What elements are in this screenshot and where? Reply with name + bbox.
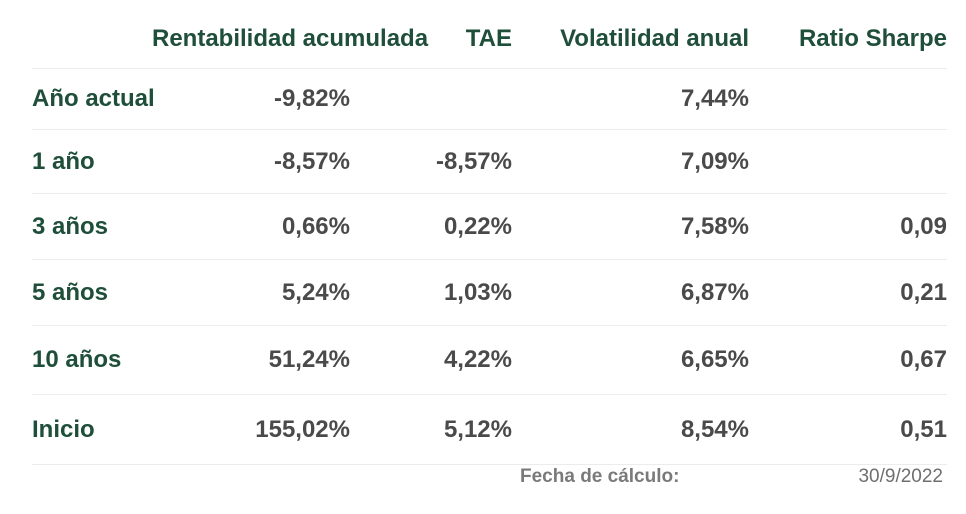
table-header-row: Rentabilidad acumulada TAE Volatilidad a… — [32, 10, 947, 69]
header-ratio-sharpe: Ratio Sharpe — [749, 10, 947, 69]
volatilidad-cell: 6,87% — [512, 259, 749, 326]
rentabilidad-cell: -9,82% — [152, 68, 350, 130]
volatilidad-cell: 7,58% — [512, 193, 749, 260]
row-label: Año actual — [32, 68, 155, 130]
tae-cell — [350, 68, 512, 130]
calculation-date-value: 30/9/2022 — [858, 466, 943, 487]
sharpe-cell: 0,21 — [749, 259, 947, 326]
row-label: Inicio — [32, 394, 152, 465]
tae-cell: 0,22% — [350, 193, 512, 260]
rentabilidad-cell: 155,02% — [152, 394, 350, 465]
row-label: 5 años — [32, 259, 152, 326]
table-row: 1 año -8,57% -8,57% 7,09% — [32, 129, 947, 194]
table-row: 5 años 5,24% 1,03% 6,87% 0,21 — [32, 259, 947, 326]
sharpe-cell — [749, 129, 947, 194]
volatilidad-cell: 8,54% — [512, 394, 749, 465]
row-label: 10 años — [32, 325, 152, 395]
table-row: 10 años 51,24% 4,22% 6,65% 0,67 — [32, 325, 947, 395]
rentabilidad-cell: 51,24% — [152, 325, 350, 395]
table-row: Año actual -9,82% 7,44% — [32, 68, 947, 130]
performance-table: Rentabilidad acumulada TAE Volatilidad a… — [32, 10, 947, 465]
header-volatilidad-anual: Volatilidad anual — [512, 10, 749, 69]
sharpe-cell: 0,67 — [749, 325, 947, 395]
header-blank — [32, 10, 152, 69]
sharpe-cell: 0,51 — [749, 394, 947, 465]
rentabilidad-cell: 5,24% — [152, 259, 350, 326]
calculation-date-footer: Fecha de cálculo: 30/9/2022 — [32, 466, 947, 496]
sharpe-cell: 0,09 — [749, 193, 947, 260]
rentabilidad-cell: -8,57% — [152, 129, 350, 194]
rentabilidad-cell: 0,66% — [152, 193, 350, 260]
row-label: 3 años — [32, 193, 152, 260]
calculation-date-label: Fecha de cálculo: — [520, 466, 680, 487]
row-label: 1 año — [32, 129, 152, 194]
tae-cell: 1,03% — [350, 259, 512, 326]
sharpe-cell — [749, 68, 947, 130]
tae-cell: -8,57% — [350, 129, 512, 194]
tae-cell: 4,22% — [350, 325, 512, 395]
header-rentabilidad-acumulada: Rentabilidad acumulada — [152, 10, 428, 69]
table-row: Inicio 155,02% 5,12% 8,54% 0,51 — [32, 394, 947, 465]
header-tae: TAE — [350, 10, 512, 69]
volatilidad-cell: 7,44% — [512, 68, 749, 130]
tae-cell: 5,12% — [350, 394, 512, 465]
volatilidad-cell: 6,65% — [512, 325, 749, 395]
volatilidad-cell: 7,09% — [512, 129, 749, 194]
table-row: 3 años 0,66% 0,22% 7,58% 0,09 — [32, 193, 947, 260]
